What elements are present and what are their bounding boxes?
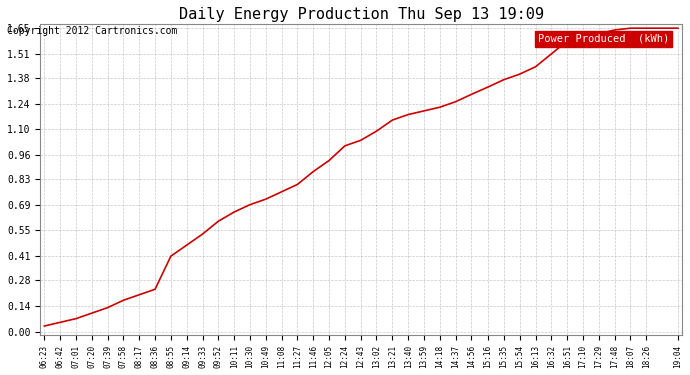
Text: Power Produced  (kWh): Power Produced (kWh) <box>538 34 669 44</box>
Title: Daily Energy Production Thu Sep 13 19:09: Daily Energy Production Thu Sep 13 19:09 <box>179 7 544 22</box>
Text: Copyright 2012 Cartronics.com: Copyright 2012 Cartronics.com <box>7 26 177 36</box>
